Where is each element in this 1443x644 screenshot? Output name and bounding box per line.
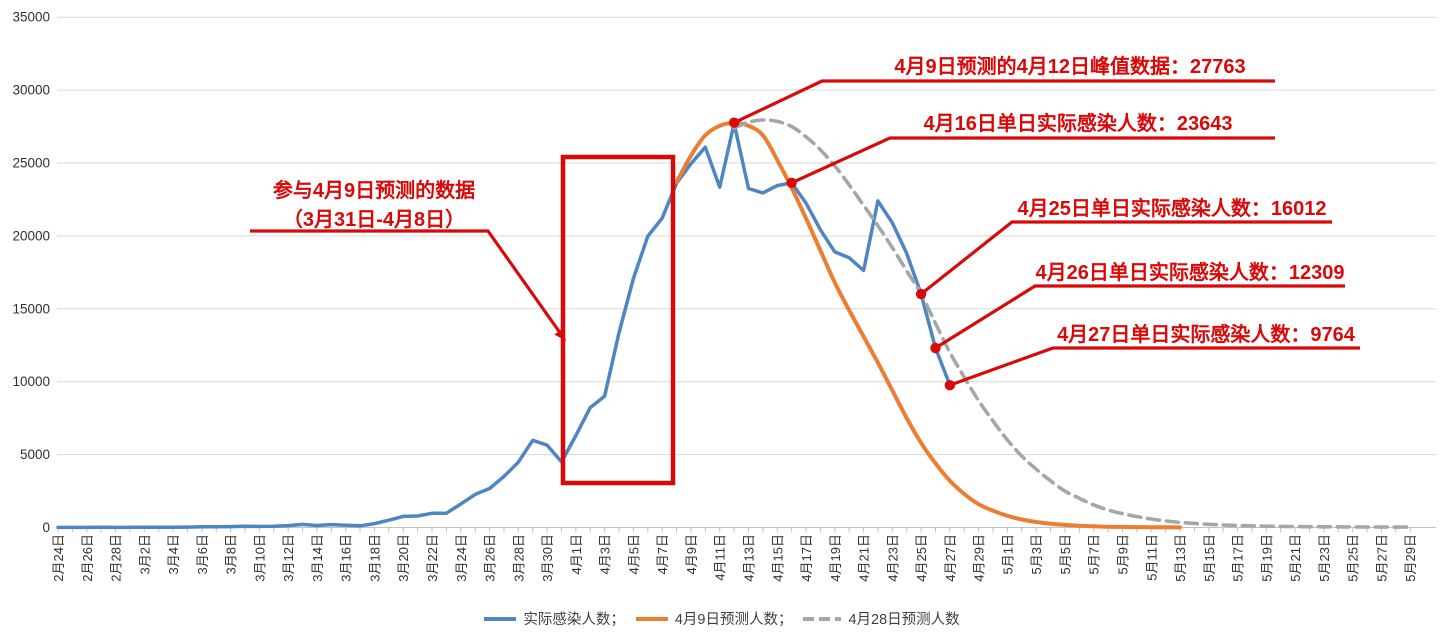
callout-line-4 (949, 346, 1360, 387)
callout-dot-3 (930, 342, 941, 354)
legend-label-actual: 实际感染人数； (523, 612, 625, 628)
x-tick-label-5月23日: 5月23日 (1317, 534, 1332, 582)
x-tick-label-3月28日: 3月28日 (511, 534, 526, 582)
legend-line-apr28-forecast-icon (803, 616, 842, 621)
callouts: 4月9日预测的4月12日峰值数据：27763 4月16日单日实际感染人数：2364… (728, 54, 1360, 391)
x-tick-label-4月5日: 4月5日 (626, 534, 641, 574)
x-tick-label-5月13日: 5月13日 (1173, 534, 1188, 582)
x-tick-label-4月3日: 4月3日 (598, 534, 613, 574)
x-tick-label-5月19日: 5月19日 (1259, 534, 1274, 582)
callout-dot-4 (944, 379, 956, 391)
y-axis-labels: 0 5000 10000 15000 20000 25000 30000 35000 (12, 10, 50, 535)
x-axis-labels: 2月24日 2月26日 2月28日 3月2日 3月4日 3月6日 3月8日 3月10日 3月12… (51, 534, 1418, 582)
callout-label-4: 4月27日单日实际感染人数：9764 (1057, 322, 1356, 346)
x-tick-label-4月11日: 4月11日 (713, 534, 728, 581)
legend-line-apr9-forecast-icon (635, 616, 668, 621)
series-lines (56, 118, 1412, 530)
callout-label-2: 4月25日单日实际感染人数：16012 (1018, 196, 1327, 220)
x-tick-label-4月29日: 4月29日 (972, 534, 987, 582)
x-tick-label-3月26日: 3月26日 (483, 534, 498, 582)
x-tick-label-5月9日: 5月9日 (1115, 534, 1130, 574)
legend-label-apr28-forecast: 4月28日预测人数 (848, 612, 960, 628)
x-tick-label-4月19日: 4月19日 (828, 534, 843, 582)
y-tick-label-15000: 15000 (12, 301, 50, 316)
x-tick-label-5月5日: 5月5日 (1058, 534, 1073, 574)
box-note-line2: （3月31日-4月8日） (283, 208, 465, 231)
x-tick-label-5月1日: 5月1日 (1000, 534, 1015, 574)
box-note-pointer-line (250, 229, 565, 338)
y-tick-label-30000: 30000 (12, 83, 50, 98)
x-tick-label-3月4日: 3月4日 (166, 534, 181, 574)
x-tick-label-4月13日: 4月13日 (741, 534, 756, 582)
callout-dot-1 (786, 177, 797, 188)
x-tick-label-3月16日: 3月16日 (339, 534, 354, 582)
prediction-input-window-box (560, 154, 676, 486)
y-tick-label-25000: 25000 (12, 156, 50, 171)
box-note: 参与4月9日预测的数据 （3月31日-4月8日） (250, 178, 566, 342)
x-tick-label-5月11日: 5月11日 (1144, 534, 1159, 581)
x-tick-label-5月25日: 5月25日 (1346, 534, 1361, 582)
x-tick-label-4月15日: 4月15日 (770, 534, 785, 582)
callout-label-3: 4月26日单日实际感染人数：12309 (1036, 260, 1345, 284)
x-tick-label-4月1日: 4月1日 (569, 534, 584, 574)
box-note-line1: 参与4月9日预测的数据 (273, 178, 475, 202)
y-tick-label-35000: 35000 (12, 10, 50, 25)
x-tick-label-4月21日: 4月21日 (857, 534, 872, 582)
x-tick-label-5月29日: 5月29日 (1403, 534, 1418, 582)
x-tick-label-2月24日: 2月24日 (51, 534, 66, 582)
callout-label-0: 4月9日预测的4月12日峰值数据：27763 (894, 54, 1245, 78)
x-tick-label-3月14日: 3月14日 (310, 534, 325, 582)
x-tick-label-4月9日: 4月9日 (684, 534, 699, 574)
callout-label-1: 4月16日单日实际感染人数：23643 (924, 111, 1233, 135)
x-tick-label-4月25日: 4月25日 (914, 534, 929, 582)
x-axis-ticks (57, 527, 1411, 533)
y-tick-label-5000: 5000 (20, 447, 50, 462)
x-tick-label-4月23日: 4月23日 (885, 534, 900, 582)
x-tick-label-3月2日: 3月2日 (137, 534, 152, 574)
callout-line-0 (733, 79, 1275, 125)
legend-item-apr28-forecast: 4月28日预测人数 (802, 608, 960, 629)
callout-line-3 (934, 284, 1345, 350)
x-tick-label-3月12日: 3月12日 (281, 534, 296, 582)
y-tick-label-0: 0 (42, 520, 50, 535)
x-tick-label-3月22日: 3月22日 (425, 534, 440, 582)
series-apr28-forecast-line (732, 118, 1412, 529)
x-tick-label-3月30日: 3月30日 (540, 534, 555, 582)
legend-item-apr9-forecast: 4月9日预测人数； (635, 608, 793, 629)
series-actual-line (56, 121, 952, 530)
callout-line-2 (920, 220, 1332, 296)
x-tick-label-5月15日: 5月15日 (1202, 534, 1217, 582)
y-tick-label-10000: 10000 (12, 374, 50, 389)
x-tick-label-4月27日: 4月27日 (943, 534, 958, 582)
series-apr9-forecast-line (674, 120, 1182, 530)
x-tick-label-4月17日: 4月17日 (799, 534, 814, 582)
chart-legend: 实际感染人数； 4月9日预测人数； 4月28日预测人数 (0, 608, 1443, 629)
legend-line-actual-icon (484, 616, 517, 621)
callout-dot-2 (915, 288, 927, 300)
x-tick-label-3月6日: 3月6日 (195, 534, 210, 574)
y-tick-label-20000: 20000 (12, 228, 50, 243)
legend-label-apr9-forecast: 4月9日预测人数； (674, 612, 793, 628)
gridlines (57, 16, 1436, 528)
x-tick-label-2月28日: 2月28日 (109, 534, 124, 582)
x-tick-label-5月3日: 5月3日 (1029, 534, 1044, 574)
x-tick-label-3月10日: 3月10日 (252, 534, 267, 582)
x-tick-label-3月18日: 3月18日 (367, 534, 382, 582)
x-tick-label-5月17日: 5月17日 (1231, 534, 1246, 582)
x-tick-label-3月20日: 3月20日 (396, 534, 411, 582)
x-tick-label-5月7日: 5月7日 (1087, 534, 1102, 574)
x-tick-label-2月26日: 2月26日 (80, 534, 95, 582)
x-tick-label-4月7日: 4月7日 (655, 534, 670, 574)
x-tick-label-5月27日: 5月27日 (1374, 534, 1389, 582)
x-tick-label-3月24日: 3月24日 (454, 534, 469, 582)
x-tick-label-3月8日: 3月8日 (224, 534, 239, 574)
callout-dot-0 (728, 117, 740, 128)
legend-item-actual: 实际感染人数； (483, 608, 625, 629)
callout-line-1 (790, 136, 1275, 185)
box-note-arrowhead (554, 328, 566, 342)
x-tick-label-5月21日: 5月21日 (1288, 534, 1303, 582)
